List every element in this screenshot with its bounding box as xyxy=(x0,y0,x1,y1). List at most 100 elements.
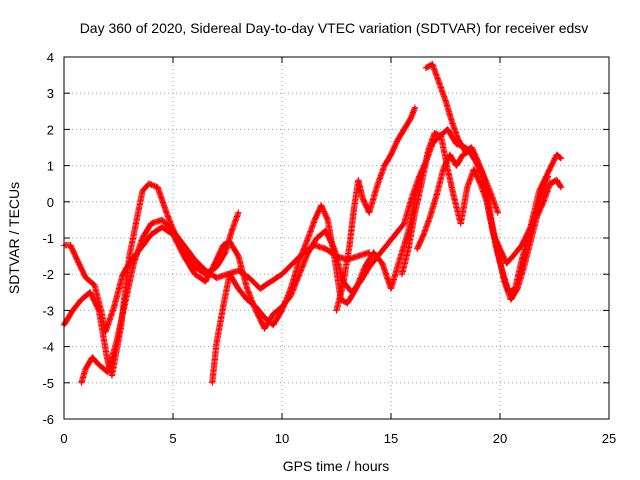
data-point xyxy=(490,193,493,196)
data-point xyxy=(433,131,436,135)
data-point xyxy=(134,222,138,225)
data-point xyxy=(514,287,517,290)
data-point xyxy=(415,247,419,251)
data-point xyxy=(466,186,469,189)
series-arc-8 xyxy=(413,147,552,296)
data-point xyxy=(509,298,513,301)
data-point xyxy=(298,273,301,276)
data-point xyxy=(230,229,234,232)
data-point xyxy=(237,211,240,214)
data-point xyxy=(555,153,558,156)
data-point xyxy=(128,254,131,258)
data-point xyxy=(457,139,460,142)
data-point xyxy=(455,142,458,146)
data-point xyxy=(348,244,351,247)
data-point xyxy=(112,305,116,308)
data-point xyxy=(352,207,356,211)
y-tick-label: 0 xyxy=(47,195,54,210)
data-point xyxy=(237,269,240,272)
data-point xyxy=(372,251,375,254)
data-point xyxy=(165,211,168,214)
data-point xyxy=(413,211,417,214)
data-point xyxy=(548,182,552,185)
data-point xyxy=(448,153,452,156)
data-point xyxy=(150,222,153,225)
data-point xyxy=(215,276,218,280)
data-point xyxy=(335,309,338,312)
data-point xyxy=(237,254,240,258)
series-arc-1 xyxy=(60,180,242,379)
data-point xyxy=(409,117,412,120)
data-point xyxy=(80,381,83,384)
data-point xyxy=(254,305,258,308)
data-point xyxy=(389,287,393,290)
data-point xyxy=(450,120,454,124)
data-point xyxy=(182,244,186,247)
data-point xyxy=(559,157,563,160)
data-point xyxy=(228,240,231,243)
data-point xyxy=(422,233,425,236)
data-point xyxy=(315,236,319,240)
data-point xyxy=(326,218,329,222)
data-point xyxy=(221,305,225,308)
data-point xyxy=(211,381,214,384)
data-point xyxy=(437,81,441,84)
data-point xyxy=(245,287,249,290)
x-tick-label: 10 xyxy=(275,431,289,446)
data-point xyxy=(474,160,478,164)
data-point xyxy=(280,309,284,312)
data-point xyxy=(193,273,196,276)
series-arc-5 xyxy=(333,104,419,314)
data-point xyxy=(160,218,164,222)
y-tick-label: -6 xyxy=(42,412,54,427)
data-point xyxy=(361,196,364,200)
data-point xyxy=(494,244,497,247)
data-point xyxy=(91,356,94,359)
data-point xyxy=(263,316,266,319)
data-point xyxy=(88,291,92,294)
data-point xyxy=(520,244,523,247)
data-point xyxy=(204,273,207,276)
data-point xyxy=(420,182,423,185)
y-tick-label: -5 xyxy=(42,376,54,391)
data-point xyxy=(435,193,438,196)
x-tick-label: 20 xyxy=(493,431,507,446)
data-point xyxy=(84,367,88,370)
x-tick-label: 0 xyxy=(60,431,67,446)
data-point xyxy=(394,233,397,236)
x-tick-label: 5 xyxy=(169,431,176,446)
data-point xyxy=(75,258,79,261)
data-point xyxy=(354,287,358,290)
data-point xyxy=(324,247,327,251)
data-point xyxy=(272,312,275,316)
data-point xyxy=(171,229,175,232)
data-point xyxy=(459,222,462,225)
y-tick-label: 1 xyxy=(47,159,54,174)
data-point xyxy=(193,258,196,261)
data-point xyxy=(426,149,430,153)
data-point xyxy=(272,323,275,327)
data-point xyxy=(306,236,310,240)
data-point xyxy=(481,175,484,178)
data-point xyxy=(71,309,74,312)
data-point xyxy=(400,273,404,276)
data-point xyxy=(376,182,380,185)
data-point xyxy=(224,251,227,254)
data-point xyxy=(80,298,83,301)
data-point xyxy=(442,168,445,171)
data-point xyxy=(123,301,127,305)
data-point xyxy=(291,262,295,265)
data-point xyxy=(115,341,118,345)
data-point xyxy=(368,265,371,269)
data-point xyxy=(298,258,301,261)
data-point xyxy=(204,269,207,272)
data-point xyxy=(368,211,371,214)
data-point xyxy=(269,280,273,283)
data-point xyxy=(407,247,410,251)
data-point xyxy=(84,276,88,280)
data-point xyxy=(533,215,537,218)
data-point xyxy=(228,273,231,276)
data-markers xyxy=(60,126,502,336)
data-point xyxy=(132,262,135,265)
data-point xyxy=(381,262,384,265)
